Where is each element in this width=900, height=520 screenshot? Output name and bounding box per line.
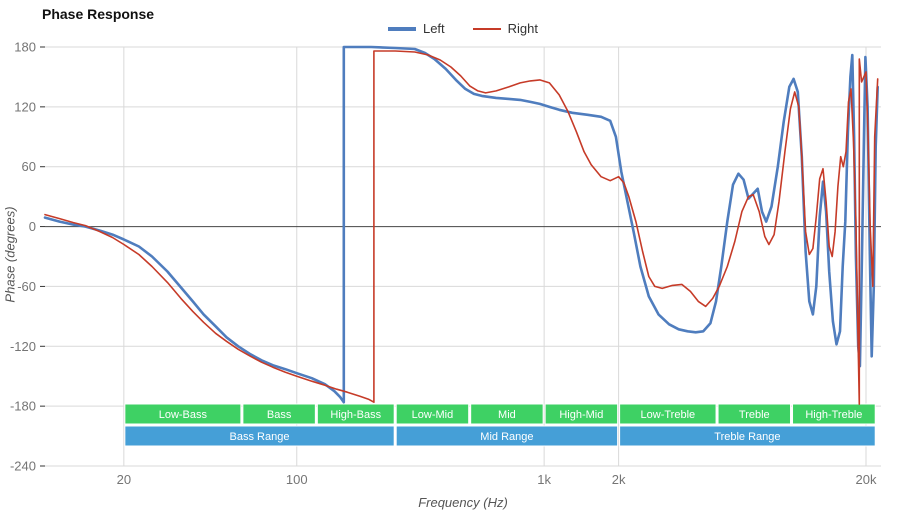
left-series-swatch <box>387 26 416 31</box>
band-label: Bass <box>267 409 292 421</box>
y-tick-label: 0 <box>29 219 36 234</box>
series-line-right <box>44 50 879 405</box>
band-label: Mid <box>498 409 516 421</box>
y-tick-label: 60 <box>22 159 36 174</box>
y-tick-label: -240 <box>10 459 36 474</box>
band-ranges <box>395 425 619 447</box>
y-tick-label: -120 <box>10 339 36 354</box>
band-label: Mid Range <box>480 431 533 443</box>
legend-item-left[interactable]: Left <box>387 21 445 36</box>
x-tick-label: 2k <box>612 472 626 487</box>
y-axis-title: Phase (degrees) <box>2 206 18 303</box>
chart-title: Phase Response <box>42 6 155 22</box>
x-tick-label: 20k <box>856 472 877 487</box>
band-sub-bands <box>619 403 717 425</box>
legend-label-right: Right <box>507 21 539 36</box>
x-axis-title: Frequency (Hz) <box>418 495 508 510</box>
band-label: Bass Range <box>230 431 290 443</box>
band-ranges <box>619 425 876 447</box>
y-tick-label: -180 <box>10 399 36 414</box>
band-ranges <box>124 425 395 447</box>
series-line-left <box>43 45 880 404</box>
y-tick-label: -60 <box>17 279 36 294</box>
legend-label-left: Left <box>422 21 445 36</box>
y-tick-label: 180 <box>14 40 36 55</box>
x-tick-label: 100 <box>286 472 308 487</box>
band-label: Treble Range <box>714 431 780 443</box>
band-label: High-Treble <box>805 409 862 421</box>
y-tick-label: 120 <box>14 99 36 114</box>
x-tick-label: 20 <box>117 472 131 487</box>
band-label: High-Bass <box>330 409 381 421</box>
band-label: Low-Mid <box>412 409 454 421</box>
band-label: Low-Bass <box>159 409 208 421</box>
band-label: High-Mid <box>559 409 603 421</box>
band-label: Low-Treble <box>641 409 696 421</box>
band-label: Treble <box>739 409 770 421</box>
band-sub-bands <box>470 403 544 425</box>
band-sub-bands <box>124 403 242 425</box>
band-sub-bands <box>316 403 395 425</box>
band-sub-bands <box>544 403 619 425</box>
band-sub-bands <box>792 403 876 425</box>
band-sub-bands <box>242 403 316 425</box>
band-sub-bands <box>395 403 470 425</box>
legend: Left Right <box>26 21 900 36</box>
right-series-swatch <box>472 27 501 30</box>
band-sub-bands <box>717 403 792 425</box>
legend-item-right[interactable]: Right <box>472 21 539 36</box>
x-tick-label: 1k <box>537 472 551 487</box>
